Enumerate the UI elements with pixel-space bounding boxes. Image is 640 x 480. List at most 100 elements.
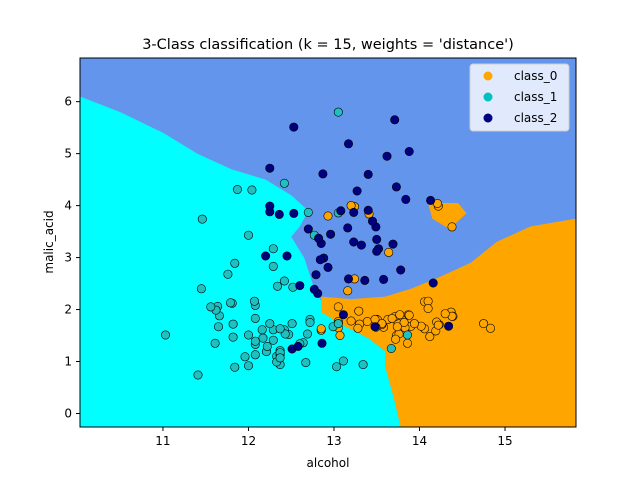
point-class-2 xyxy=(367,216,377,226)
y-tick-label: 6 xyxy=(64,95,72,109)
point-class-2 xyxy=(289,122,299,132)
point-class-1 xyxy=(262,341,272,351)
point-class-1 xyxy=(358,360,368,370)
x-tick-label: 11 xyxy=(155,434,170,448)
point-class-0 xyxy=(346,316,356,326)
point-class-1 xyxy=(228,319,238,329)
point-class-1 xyxy=(230,362,240,372)
point-class-1 xyxy=(275,353,285,363)
point-class-0 xyxy=(440,309,450,319)
point-class-2 xyxy=(293,341,303,351)
legend-label-class-1: class_1 xyxy=(514,90,557,104)
point-class-1 xyxy=(244,361,254,371)
point-class-0 xyxy=(485,323,495,333)
point-class-1 xyxy=(302,329,312,339)
point-class-2 xyxy=(274,209,284,219)
point-class-0 xyxy=(335,330,345,340)
point-class-2 xyxy=(318,169,328,179)
legend-label-class-0: class_0 xyxy=(514,69,557,83)
point-class-1 xyxy=(275,324,285,334)
point-class-0 xyxy=(399,317,409,327)
point-class-1 xyxy=(197,214,207,224)
point-class-2 xyxy=(265,201,275,211)
point-class-2 xyxy=(314,233,324,243)
point-class-1 xyxy=(230,258,240,268)
point-class-2 xyxy=(282,251,292,261)
point-class-0 xyxy=(323,211,333,221)
point-class-2 xyxy=(295,281,305,291)
x-tick-label: 15 xyxy=(497,434,512,448)
point-class-0 xyxy=(409,319,419,329)
point-class-2 xyxy=(311,270,321,280)
legend-marker-class-0 xyxy=(483,71,493,81)
point-class-1 xyxy=(333,319,343,329)
y-axis-label: malic_acid xyxy=(42,210,56,273)
point-class-2 xyxy=(343,274,353,284)
point-class-2 xyxy=(356,240,366,250)
point-class-0 xyxy=(479,319,489,329)
point-class-2 xyxy=(289,208,299,218)
point-class-0 xyxy=(447,222,457,232)
point-class-2 xyxy=(338,310,348,320)
point-class-1 xyxy=(258,333,268,343)
point-class-1 xyxy=(279,276,289,286)
point-class-1 xyxy=(268,244,278,254)
point-class-1 xyxy=(244,230,254,240)
point-class-2 xyxy=(363,205,373,215)
point-class-1 xyxy=(250,336,260,346)
point-class-2 xyxy=(352,186,362,196)
point-class-0 xyxy=(404,310,414,320)
point-class-1 xyxy=(265,319,275,329)
point-class-2 xyxy=(391,182,401,192)
point-class-0 xyxy=(392,322,402,332)
x-tick-label: 12 xyxy=(241,434,256,448)
point-class-2 xyxy=(326,229,336,239)
point-class-0 xyxy=(362,316,372,326)
point-class-0 xyxy=(354,306,364,316)
point-class-1 xyxy=(268,335,278,345)
point-class-2 xyxy=(426,195,436,205)
point-class-0 xyxy=(384,247,394,257)
point-class-1 xyxy=(402,330,412,340)
x-tick-label: 14 xyxy=(412,434,427,448)
point-class-2 xyxy=(309,284,319,294)
point-class-1 xyxy=(268,261,278,271)
y-tick-label: 0 xyxy=(64,406,72,420)
point-class-2 xyxy=(390,115,400,125)
point-class-1 xyxy=(226,298,236,308)
point-class-0 xyxy=(423,303,433,313)
point-class-1 xyxy=(305,317,315,327)
point-class-2 xyxy=(372,246,382,256)
point-class-1 xyxy=(240,352,250,362)
point-class-1 xyxy=(250,296,260,306)
point-class-1 xyxy=(303,207,313,217)
y-tick-label: 1 xyxy=(64,355,72,369)
point-class-2 xyxy=(349,237,359,247)
point-class-2 xyxy=(428,278,438,288)
point-class-1 xyxy=(228,332,238,342)
legend-marker-class-2 xyxy=(483,113,493,123)
point-class-2 xyxy=(317,338,327,348)
point-class-0 xyxy=(402,338,412,348)
point-class-1 xyxy=(301,358,311,368)
point-class-0 xyxy=(333,302,343,312)
point-class-2 xyxy=(360,275,370,285)
point-class-1 xyxy=(338,356,348,366)
point-class-0 xyxy=(433,320,443,330)
legend-frame xyxy=(469,63,570,132)
point-class-0 xyxy=(316,324,326,334)
point-class-2 xyxy=(336,206,346,216)
point-class-2 xyxy=(404,147,414,157)
y-tick-label: 2 xyxy=(64,303,72,317)
point-class-2 xyxy=(388,239,398,249)
point-class-1 xyxy=(272,281,282,291)
point-class-2 xyxy=(379,274,389,284)
point-class-2 xyxy=(343,139,353,149)
point-class-2 xyxy=(444,321,454,331)
y-tick-label: 5 xyxy=(64,147,72,161)
plot-frame xyxy=(79,57,577,428)
point-class-1 xyxy=(244,330,254,340)
point-class-0 xyxy=(387,313,397,323)
point-class-2 xyxy=(343,223,353,233)
